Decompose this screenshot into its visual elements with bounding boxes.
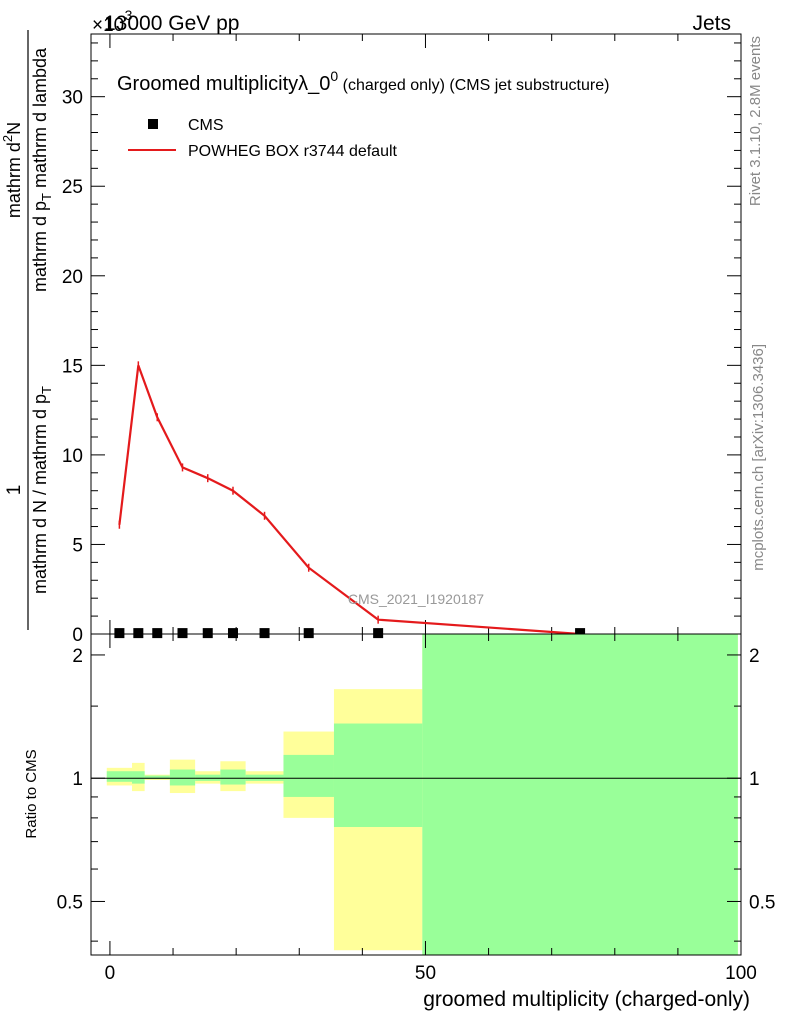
main-y-tick-label: 5 <box>72 535 83 556</box>
rivet-version-label: Rivet 3.1.10, 2.8M events <box>747 36 764 206</box>
exponent-power: -3 <box>120 7 133 23</box>
green-uncertainty-bin <box>144 775 170 780</box>
green-uncertainty-bin <box>220 769 246 785</box>
ratio-y-tick-label-right: 0.5 <box>749 892 775 913</box>
x-tick-label: 50 <box>415 963 436 984</box>
main-series <box>114 361 586 639</box>
ratio-y-tick-label: 2 <box>72 646 83 667</box>
cms-data-point <box>227 628 238 639</box>
y-label-rd-sub: T <box>39 193 54 201</box>
ratio-y-axis-label: Ratio to CMS <box>23 749 40 838</box>
green-uncertainty-bin <box>106 771 133 782</box>
main-y-tick-label: 30 <box>62 88 83 109</box>
main-y-ticks: 0 5 10 15 20 25 30 <box>62 34 742 646</box>
green-uncertainty-bin <box>132 771 145 784</box>
analysis-watermark: CMS_2021_I1920187 <box>348 591 484 607</box>
y-label-rn-sup: 2 <box>0 135 15 142</box>
powheg-line <box>118 364 581 636</box>
legend-cms-marker <box>148 119 158 129</box>
ratio-y-tick-label: 1 <box>72 769 83 790</box>
ratio-y-tick-label-right: 1 <box>749 769 760 790</box>
title-suffix: (charged only) (CMS jet substructure) <box>338 77 609 94</box>
main-y-tick-label: 10 <box>62 446 83 467</box>
ratio-bands <box>106 634 738 955</box>
green-uncertainty-bin <box>333 723 423 828</box>
ratio-plot-panel: 0.5 0.5 1 1 2 2 0 50 100 <box>57 633 775 984</box>
title-main: Groomed multiplicityλ_0 <box>117 73 330 95</box>
green-uncertainty-bin <box>169 769 196 786</box>
legend-cms-label: CMS <box>188 117 224 134</box>
main-y-tick-label: 15 <box>62 356 83 377</box>
cms-data-point <box>152 628 163 639</box>
green-uncertainty-bin <box>422 634 738 955</box>
y-label-rn-end: N <box>4 122 24 135</box>
y-label-numerator: 1 <box>4 485 25 496</box>
x-tick-label: 0 <box>105 963 116 984</box>
cms-data-point <box>133 628 144 639</box>
cms-data-point <box>177 628 188 639</box>
cms-data-point <box>259 628 270 639</box>
mcplots-reference-label: mcplots.cern.ch [arXiv:1306.3436] <box>750 344 767 571</box>
main-y-tick-label: 20 <box>62 267 83 288</box>
cms-data-point <box>373 628 384 639</box>
jets-label: Jets <box>692 12 731 35</box>
legend: CMS POWHEG BOX r3744 default <box>128 117 398 160</box>
y-label-right-denominator: mathrm d pT mathrm d lambda <box>30 47 54 292</box>
y-label-right-numerator: mathrm d2N <box>0 122 24 218</box>
y-label-denominator: mathrm d N / mathrm d pT <box>30 386 54 594</box>
title-superscript: 0 <box>330 68 338 84</box>
y-label-rd-text: mathrm d p <box>30 201 50 292</box>
legend-powheg-label: POWHEG BOX r3744 default <box>188 143 398 160</box>
main-y-axis-label: 1 mathrm d N / mathrm d pT mathrm d2N ma… <box>0 30 54 630</box>
main-y-tick-label: 25 <box>62 177 83 198</box>
y-axis-exponent: ×10 -3 <box>92 7 133 36</box>
y-label-den-text: mathrm d N / mathrm d p <box>30 394 50 594</box>
y-label-rd-end: mathrm d lambda <box>30 47 50 193</box>
y-label-den-sub: T <box>39 386 54 394</box>
process-label: 13000 GeV pp <box>104 12 239 35</box>
ratio-y-tick-label-right: 2 <box>749 646 760 667</box>
x-axis-label: groomed multiplicity (charged-only) <box>423 988 750 1011</box>
green-uncertainty-bin <box>283 754 334 797</box>
x-tick-label: 100 <box>725 963 757 984</box>
ratio-ticks: 0.5 0.5 1 1 2 2 0 50 100 <box>57 634 775 984</box>
cms-data-point <box>575 628 586 639</box>
exponent-base: ×10 <box>92 15 124 36</box>
main-y-tick-label: 0 <box>72 625 83 646</box>
cms-data-point <box>202 628 213 639</box>
cms-data-point <box>303 628 314 639</box>
plot-title: Groomed multiplicityλ_00 (charged only) … <box>117 68 609 95</box>
y-label-rn-text: mathrm d <box>4 142 24 218</box>
ratio-y-tick-label: 0.5 <box>57 892 83 913</box>
cms-data-point <box>114 628 125 639</box>
ratio-frame <box>90 633 742 956</box>
